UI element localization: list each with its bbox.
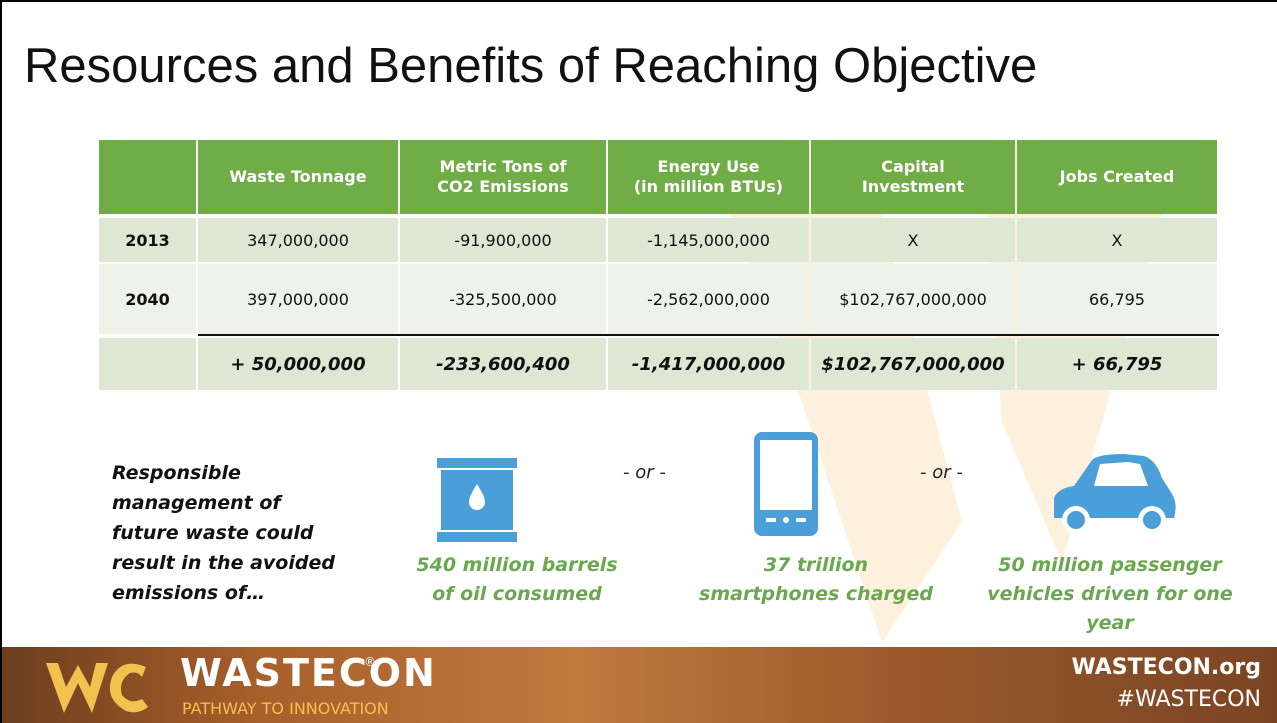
equivalent-caption: 37 trillion smartphones charged (656, 551, 976, 609)
callout-line: result in the avoided (112, 552, 335, 574)
header-text: Waste Tonnage (229, 167, 367, 186)
caption-line: 37 trillion (763, 554, 869, 576)
header-text: Jobs Created (1059, 167, 1175, 186)
tagline: PATHWAY TO INNOVATION (182, 699, 389, 718)
row-label: 2040 (99, 264, 196, 334)
caption-line: vehicles driven for one (987, 583, 1233, 605)
total-cell: + 50,000,000 (198, 338, 398, 390)
phone-icon (754, 432, 818, 536)
header-cell: Energy Use (in million BTUs) (608, 140, 809, 214)
callout-line: management of (112, 492, 281, 514)
table-cell: 66,795 (1017, 264, 1217, 334)
site-url: WASTECON.org (1071, 655, 1261, 680)
slide-title: Resources and Benefits of Reaching Objec… (24, 39, 1038, 93)
equivalent-caption: 50 million passenger vehicles driven for … (950, 551, 1270, 638)
callout-line: emissions of… (112, 582, 266, 604)
separator: - or - (920, 462, 963, 483)
header-text: Metric Tons of (439, 157, 567, 176)
callout-line: future waste could (112, 522, 314, 544)
table-cell: 397,000,000 (198, 264, 398, 334)
row-divider (198, 334, 1219, 336)
total-cell: -1,417,000,000 (608, 338, 809, 390)
registered-mark: ® (364, 655, 376, 669)
table-cell: -1,145,000,000 (608, 218, 809, 262)
total-cell: + 66,795 (1017, 338, 1217, 390)
caption-line: smartphones charged (699, 583, 933, 605)
table-cell: -325,500,000 (400, 264, 606, 334)
row-label: 2013 (99, 218, 196, 262)
brand-name: WASTECON (180, 651, 437, 695)
caption-line: of oil consumed (432, 583, 602, 605)
header-text: (in million BTUs) (633, 177, 784, 196)
table-cell: -91,900,000 (400, 218, 606, 262)
table-cell: X (811, 218, 1015, 262)
caption-line: 540 million barrels (416, 554, 618, 576)
table-cell: -2,562,000,000 (608, 264, 809, 334)
header-cell: Waste Tonnage (198, 140, 398, 214)
hashtag: #WASTECON (1116, 687, 1261, 712)
header-text: Energy Use (657, 157, 760, 176)
total-cell: $102,767,000,000 (811, 338, 1015, 390)
table-cell: 347,000,000 (198, 218, 398, 262)
header-cell: Jobs Created (1017, 140, 1217, 214)
barrel-icon (437, 458, 517, 542)
callout: Responsible management of future waste cou… (112, 458, 335, 608)
header-text: Investment (861, 177, 965, 196)
header-cell: Capital Investment (811, 140, 1015, 214)
caption-line: 50 million passenger (998, 554, 1222, 576)
total-cell: -233,600,400 (400, 338, 606, 390)
table-cell: X (1017, 218, 1217, 262)
footer-banner: WASTECON ® PATHWAY TO INNOVATION WASTECO… (2, 647, 1277, 723)
equivalent-caption: 540 million barrels of oil consumed (357, 551, 677, 609)
header-text: Capital (881, 157, 945, 176)
callout-line: Responsible (112, 462, 241, 484)
separator: - or - (623, 462, 666, 483)
table-cell: $102,767,000,000 (811, 264, 1015, 334)
header-cell (99, 140, 196, 214)
header-text: CO2 Emissions (437, 177, 569, 196)
logo-icon (46, 663, 148, 713)
caption-line: year (1086, 612, 1134, 634)
car-icon (1054, 454, 1176, 534)
row-label (99, 338, 196, 390)
header-cell: Metric Tons of CO2 Emissions (400, 140, 606, 214)
